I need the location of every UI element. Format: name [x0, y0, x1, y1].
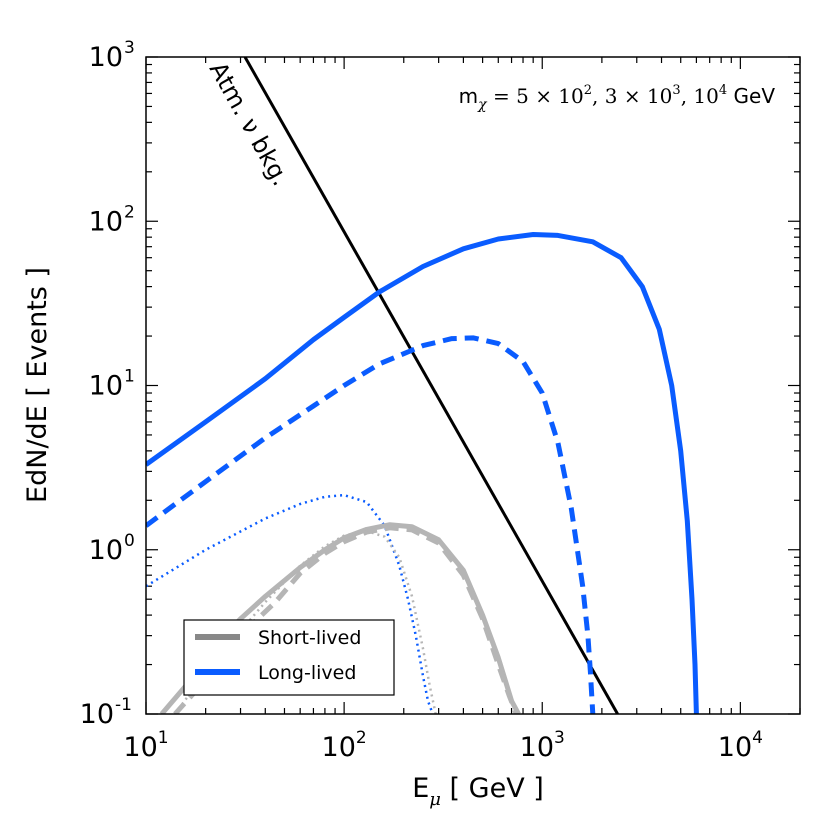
legend-label-long-lived: Long-lived [258, 662, 356, 684]
series-line-3 [146, 493, 434, 714]
y-tick-label: 10 [80, 699, 114, 730]
x-tick-label-base: 10 [123, 732, 157, 763]
x-tick-label-exp: 3 [554, 728, 565, 748]
x-tick-label-base: 10 [718, 732, 752, 763]
y-tick-label-exp: 2 [124, 202, 135, 222]
legend: Short-lived Long-lived [183, 619, 395, 696]
legend-box [183, 619, 395, 696]
mass-sep-2: , 10 [681, 84, 719, 108]
mass-unit: GeV [727, 84, 775, 108]
x-axis-title-base: E [412, 773, 429, 804]
y-tick-label-exp: 1 [124, 367, 135, 387]
mass-exp-3: 4 [719, 83, 727, 98]
mass-exp-2: 3 [672, 83, 680, 98]
y-tick-label: 10 [89, 371, 123, 402]
y-tick-label: 10 [89, 206, 123, 237]
series-line-0 [243, 57, 619, 714]
x-tick-labels: 101 102 103 104 [123, 728, 763, 763]
series-line-1 [146, 232, 699, 714]
x-axis-title-sub: μ [429, 789, 441, 810]
x-tick-label: 101 [123, 728, 168, 763]
legend-label-short-lived: Short-lived [258, 627, 361, 649]
mass-subscript: χ [477, 97, 488, 113]
x-tick-label: 102 [322, 728, 367, 763]
x-axis-title: Eμ [ GeV ] [412, 773, 544, 810]
mass-symbol: m [459, 84, 478, 108]
x-tick-label-exp: 1 [158, 728, 169, 748]
mass-sep-1: , 3 × 10 [592, 84, 672, 108]
plot-frame [145, 56, 801, 715]
x-tick-label: 104 [718, 728, 763, 763]
y-tick-label-exp: -1 [115, 695, 132, 715]
x-axis-title-units: [ GeV ] [441, 773, 544, 804]
y-tick-label: 10 [89, 535, 123, 566]
mass-annotation: mχ = 5 × 102, 3 × 103, 104 GeV [459, 83, 776, 113]
x-tick-label-exp: 4 [752, 728, 763, 748]
y-tick-label-exp: 3 [124, 38, 135, 58]
y-tick-label-exp: 0 [124, 531, 135, 551]
x-tick-label: 103 [520, 728, 565, 763]
minor-ticks [146, 57, 801, 714]
mass-eq: = 5 × 10 [487, 84, 584, 108]
x-tick-label-exp: 2 [356, 728, 367, 748]
x-tick-label-base: 10 [520, 732, 554, 763]
mass-exp-1: 2 [584, 83, 592, 98]
y-axis-title: EdN/dE [ Events ] [22, 267, 53, 503]
x-tick-label-base: 10 [322, 732, 356, 763]
series-line-6 [173, 529, 437, 714]
y-tick-label: 10 [89, 42, 123, 73]
